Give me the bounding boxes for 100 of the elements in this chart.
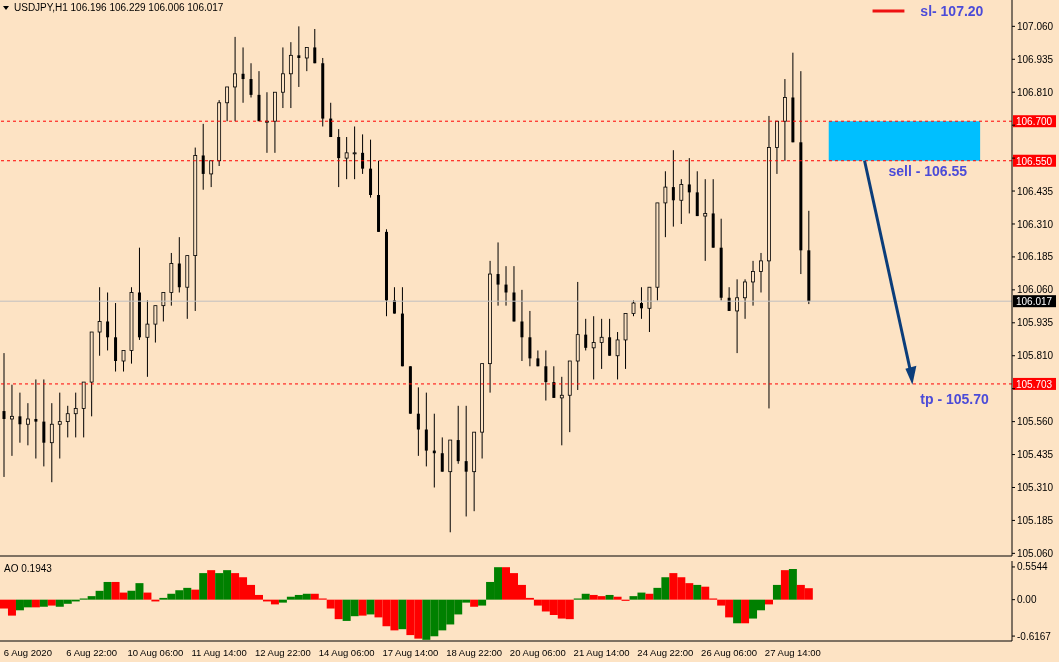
candlestick xyxy=(313,28,317,64)
x-tick-label: 11 Aug 14:00 xyxy=(191,646,247,658)
x-tick-label: 10 Aug 06:00 xyxy=(127,646,184,658)
candlestick xyxy=(57,392,62,459)
bar xyxy=(788,568,797,600)
candlestick xyxy=(392,286,396,315)
candlestick xyxy=(639,286,643,320)
candlestick xyxy=(743,278,747,320)
candlestick xyxy=(584,318,588,351)
y-tick-label: 105.935 xyxy=(1017,317,1054,329)
candlestick xyxy=(281,46,285,109)
bar xyxy=(39,599,48,607)
bar xyxy=(645,593,654,600)
candlestick xyxy=(153,305,158,344)
candlestick xyxy=(297,25,301,88)
y-tick-label: 105.810 xyxy=(1017,350,1054,362)
bar xyxy=(780,570,789,600)
candlestick xyxy=(225,86,230,122)
candlestick xyxy=(177,236,181,293)
candlestick xyxy=(249,62,253,98)
candlestick xyxy=(209,160,214,188)
candlestick xyxy=(496,241,500,307)
candlestick xyxy=(201,123,205,191)
candlestick xyxy=(464,405,468,517)
bar xyxy=(398,599,407,630)
candlestick xyxy=(591,315,596,380)
candlestick xyxy=(647,286,652,333)
y-tick-label: 106.060 xyxy=(1017,284,1054,296)
candlestick xyxy=(2,352,6,478)
y-tick-label: 0.5544 xyxy=(1017,561,1049,573)
bar xyxy=(199,573,208,600)
y-tick-label: 106.435 xyxy=(1017,185,1054,197)
candlestick xyxy=(337,128,341,188)
bar xyxy=(207,570,216,600)
candlestick xyxy=(727,286,731,312)
x-tick-label: 12 Aug 22:00 xyxy=(254,646,311,658)
candlestick xyxy=(49,402,54,483)
candlestick xyxy=(679,178,684,225)
bar xyxy=(191,589,200,600)
ref-line-label: 105.703 xyxy=(1016,378,1053,390)
x-tick-label: 20 Aug 06:00 xyxy=(509,646,566,658)
bar xyxy=(470,599,479,607)
candlestick xyxy=(18,392,22,444)
candlestick xyxy=(106,291,110,351)
candlestick xyxy=(416,386,420,457)
candlestick xyxy=(288,41,293,109)
candlestick xyxy=(536,349,540,367)
x-tick-label: 24 Aug 22:00 xyxy=(637,646,694,658)
candlestick xyxy=(26,402,30,446)
candlestick xyxy=(615,331,620,380)
y-tick-label: 105.435 xyxy=(1017,449,1054,461)
candlestick xyxy=(10,384,14,457)
x-tick-label: 26 Aug 06:00 xyxy=(701,646,758,658)
candlestick xyxy=(42,378,46,467)
candlestick xyxy=(759,252,763,293)
candlestick xyxy=(329,102,333,138)
x-tick-label: 6 Aug 22:00 xyxy=(66,646,117,658)
candlestick xyxy=(97,286,102,357)
ref-line-label: 106.017 xyxy=(1016,296,1053,308)
candlestick xyxy=(559,376,564,446)
bar xyxy=(693,584,702,600)
candlestick xyxy=(344,136,349,180)
candlestick xyxy=(544,349,548,402)
candlestick xyxy=(34,378,38,459)
candlestick xyxy=(352,125,357,180)
bar xyxy=(47,599,56,606)
y-tick-label: 107.060 xyxy=(1017,20,1054,32)
bar xyxy=(741,599,750,624)
ref-line-label: 106.700 xyxy=(1016,116,1053,128)
candlestick xyxy=(751,260,755,307)
y-tick-label: 105.560 xyxy=(1017,416,1054,428)
y-tick-label: 0.00 xyxy=(1017,594,1037,606)
bar xyxy=(478,599,487,606)
annotation: sl- 107.20 xyxy=(920,3,984,19)
candlestick xyxy=(424,392,428,467)
chart-title: AO 0.1943 xyxy=(4,563,53,574)
candlestick xyxy=(161,291,166,322)
x-tick-label: 14 Aug 06:00 xyxy=(318,646,375,658)
candlestick xyxy=(73,392,78,438)
bar xyxy=(605,594,614,600)
candlestick xyxy=(520,289,524,362)
candlestick xyxy=(687,157,691,214)
candlestick xyxy=(440,436,444,473)
candlestick xyxy=(695,170,699,217)
candlestick xyxy=(608,318,612,357)
candlestick xyxy=(65,405,70,438)
chart-title: USDJPY,H1 106.196 106.229 106.006 106.017 xyxy=(14,2,224,13)
candlestick xyxy=(456,405,460,465)
y-tick-label: 106.810 xyxy=(1017,86,1054,98)
x-tick-label: 27 Aug 14:00 xyxy=(764,646,821,658)
candlestick xyxy=(599,318,604,370)
bar xyxy=(143,592,152,600)
ref-line-label: 106.550 xyxy=(1016,155,1053,167)
y-tick-label: 105.310 xyxy=(1017,482,1054,494)
candlestick xyxy=(552,365,556,399)
candlestick xyxy=(121,349,126,373)
annotation: tp - 105.70 xyxy=(920,390,990,407)
candlestick xyxy=(735,278,739,354)
candlestick xyxy=(528,310,532,367)
candlestick xyxy=(671,149,675,228)
